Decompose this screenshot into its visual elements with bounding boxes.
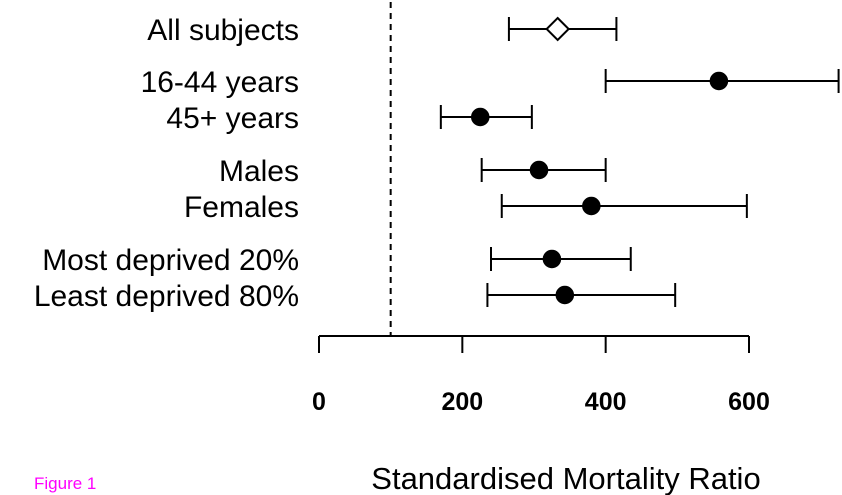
- row-label: 16-44 years: [141, 66, 299, 99]
- row-label: Females: [184, 191, 299, 224]
- forest-row: All subjects: [147, 14, 618, 47]
- figure-label: Figure 1: [34, 474, 96, 493]
- row-label: 45+ years: [166, 102, 299, 135]
- row-label: Most deprived 20%: [42, 244, 299, 277]
- x-tick-label: 600: [728, 388, 770, 416]
- point-estimate-circle: [709, 71, 729, 91]
- point-estimate-circle: [582, 196, 601, 216]
- forest-row: 45+ years: [166, 102, 533, 135]
- forest-row: Least deprived 80%: [34, 280, 677, 313]
- x-tick-label: 400: [585, 388, 627, 416]
- x-tick-label: 200: [441, 388, 483, 416]
- x-tick-label: 0: [312, 388, 326, 416]
- row-label: All subjects: [147, 14, 299, 47]
- forest-row: 16-44 years: [141, 66, 840, 99]
- row-label: Least deprived 80%: [34, 280, 299, 313]
- point-estimate-circle: [542, 249, 562, 269]
- forest-row: Most deprived 20%: [42, 244, 632, 277]
- point-estimate-circle: [529, 160, 549, 180]
- x-axis-title: Standardised Mortality Ratio: [371, 461, 760, 495]
- forest-row: Females: [184, 191, 748, 224]
- point-estimate-circle: [471, 107, 490, 127]
- point-estimate-circle: [555, 285, 575, 305]
- row-label: Males: [219, 155, 299, 188]
- forest-row: Males: [219, 155, 607, 188]
- point-estimate-diamond: [545, 16, 571, 42]
